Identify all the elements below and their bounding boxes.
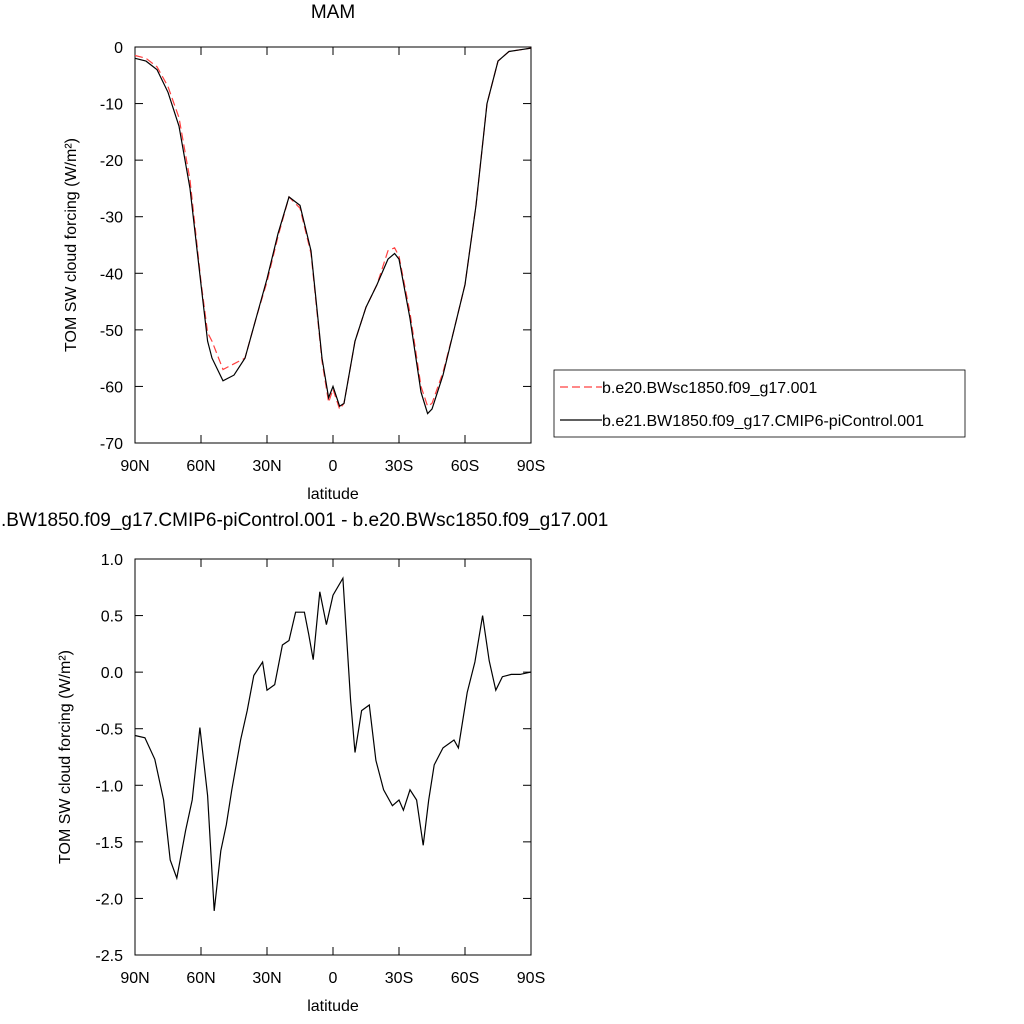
x-tick-label: 30S xyxy=(385,458,413,475)
y-tick-label: 0.5 xyxy=(101,609,123,626)
y-tick-label: -2.0 xyxy=(95,891,123,908)
legend-label: b.e20.BWsc1850.f09_g17.001 xyxy=(602,380,817,397)
y-tick-label: -1.0 xyxy=(95,778,123,795)
x-axis-label: latitude xyxy=(307,998,359,1015)
chart-title: MAM xyxy=(311,2,355,23)
y-tick-label: 0 xyxy=(114,40,123,57)
x-tick-label: 30S xyxy=(385,970,413,987)
plot-frame xyxy=(134,46,532,444)
y-tick-label: -30 xyxy=(100,210,123,227)
x-tick-label: 0 xyxy=(329,970,338,987)
x-tick-label: 30N xyxy=(252,970,281,987)
series-line xyxy=(134,576,532,911)
y-tick-label: -0.5 xyxy=(95,722,123,739)
series-line xyxy=(134,47,532,415)
x-tick-label: 90N xyxy=(120,458,149,475)
y-tick-label: -20 xyxy=(100,153,123,170)
y-tick-label: 0.0 xyxy=(101,665,123,682)
y-tick-label: -50 xyxy=(100,323,123,340)
x-tick-label: 90S xyxy=(517,458,545,475)
x-tick-label: 60S xyxy=(451,970,479,987)
x-tick-label: 90N xyxy=(120,970,149,987)
x-tick-label: 0 xyxy=(329,458,338,475)
chart-title: .BW1850.f09_g17.CMIP6-piControl.001 - b.… xyxy=(1,510,608,531)
x-axis-label: latitude xyxy=(307,486,359,503)
y-tick-label: -40 xyxy=(100,266,123,283)
x-tick-label: 60S xyxy=(451,458,479,475)
legend-box xyxy=(553,369,966,438)
y-axis-label: TOM SW cloud forcing (W/m²) xyxy=(57,650,74,864)
y-axis-label: TOM SW cloud forcing (W/m²) xyxy=(63,138,80,352)
y-tick-label: -2.5 xyxy=(95,948,123,965)
plot-frame xyxy=(134,558,532,956)
x-tick-label: 90S xyxy=(517,970,545,987)
legend-label: b.e21.BW1850.f09_g17.CMIP6-piControl.001 xyxy=(602,413,924,430)
y-tick-label: -1.5 xyxy=(95,835,123,852)
y-tick-label: 1.0 xyxy=(101,552,123,569)
y-tick-label: -10 xyxy=(100,97,123,114)
x-tick-label: 30N xyxy=(252,458,281,475)
y-tick-label: -70 xyxy=(100,436,123,453)
y-tick-label: -60 xyxy=(100,379,123,396)
x-tick-label: 60N xyxy=(186,970,215,987)
x-tick-label: 60N xyxy=(186,458,215,475)
